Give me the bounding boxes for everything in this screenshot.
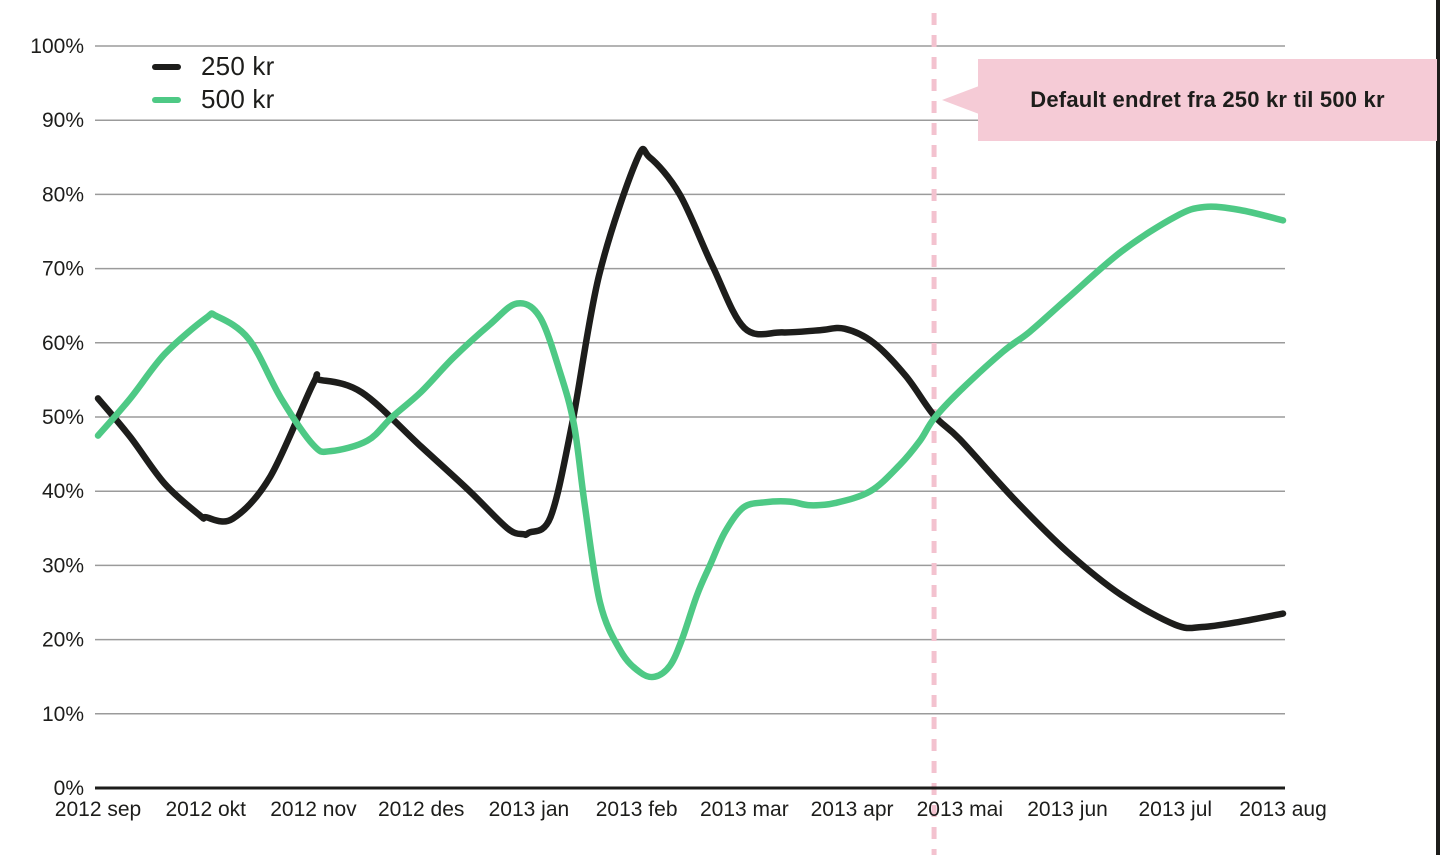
legend-item-500kr: 500 kr xyxy=(152,84,275,114)
annotation-text: Default endret fra 250 kr til 500 kr xyxy=(1030,87,1385,112)
y-axis-label-100: 100% xyxy=(30,35,84,58)
x-axis-label-4: 2012 des xyxy=(378,798,464,821)
legend-label-250kr: 250 kr xyxy=(201,51,275,81)
y-axis-label-80: 80% xyxy=(42,183,84,206)
annotation-callout: Default endret fra 250 kr til 500 kr xyxy=(942,59,1437,141)
legend-swatch-500kr-icon xyxy=(152,96,181,103)
y-axis-label-50: 50% xyxy=(42,406,84,429)
x-axis-label-1: 2012 sep xyxy=(55,798,141,821)
y-axis-label-0: 0% xyxy=(54,777,84,800)
y-axis-label-90: 90% xyxy=(42,109,84,132)
x-axis-label-11: 2013 jul xyxy=(1138,798,1212,821)
series-line-250kr xyxy=(94,145,1287,632)
x-axis-label-6: 2013 feb xyxy=(596,798,678,821)
legend-item-250kr: 250 kr xyxy=(152,51,275,81)
legend-swatch-250kr-icon xyxy=(152,63,181,70)
x-axis-label-7: 2013 mar xyxy=(700,798,789,821)
y-axis-label-20: 20% xyxy=(42,629,84,652)
x-axis-label-10: 2013 jun xyxy=(1027,798,1108,821)
x-axis-label-9: 2013 mai xyxy=(917,798,1003,821)
legend-label-500kr: 500 kr xyxy=(201,84,275,114)
y-axis-label-60: 60% xyxy=(42,332,84,355)
x-axis-label-12: 2013 aug xyxy=(1239,798,1327,821)
x-axis-label-2: 2012 okt xyxy=(165,798,246,821)
series-line-500kr xyxy=(94,203,1287,681)
x-axis-label-8: 2013 apr xyxy=(811,798,894,821)
y-axis-label-40: 40% xyxy=(42,480,84,503)
y-axis-label-70: 70% xyxy=(42,258,84,281)
y-axis-label-30: 30% xyxy=(42,554,84,577)
callout-arrow-icon xyxy=(942,86,979,114)
y-axis-label-10: 10% xyxy=(42,703,84,726)
x-axis-label-3: 2012 nov xyxy=(270,798,357,821)
chart-legend: 250 kr 500 kr xyxy=(152,51,275,114)
x-axis-label-5: 2013 jan xyxy=(489,798,570,821)
